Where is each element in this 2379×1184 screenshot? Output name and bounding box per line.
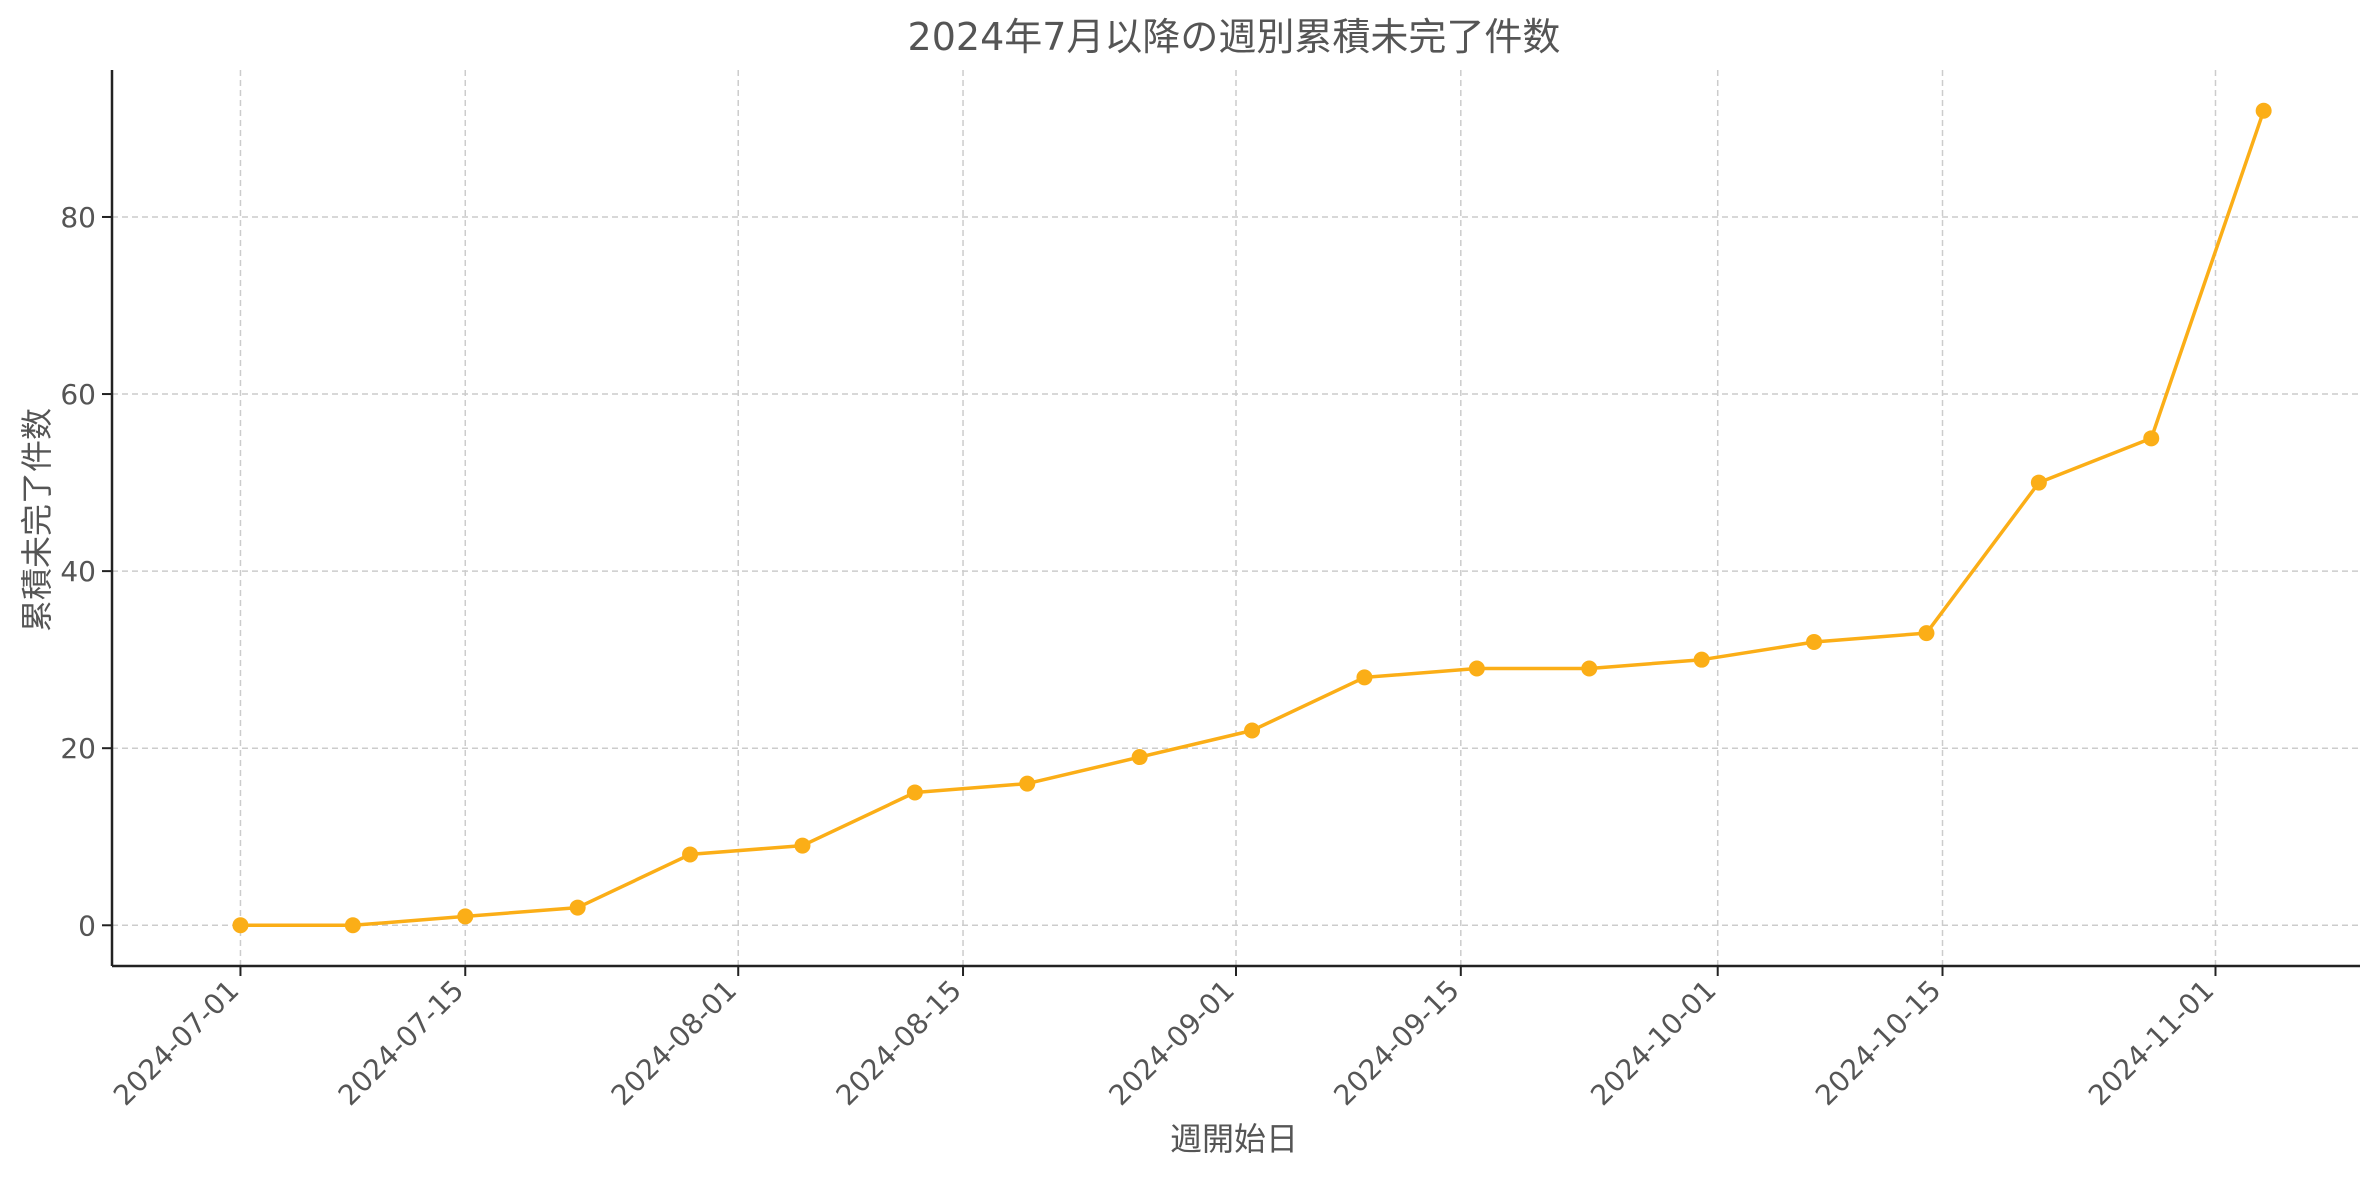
- data-point: [1918, 625, 1935, 642]
- data-point: [906, 784, 923, 801]
- data-point: [457, 908, 474, 925]
- data-point: [682, 846, 699, 863]
- x-ticks: 2024-07-01 2024-07-15 2024-08-01 2024-08-15…: [107, 966, 2220, 1112]
- data-point: [232, 917, 249, 934]
- x-tick-label: 2024-07-15: [332, 974, 470, 1112]
- data-point: [569, 899, 586, 916]
- x-tick-label: 2024-11-01: [2082, 974, 2220, 1112]
- data-point: [2143, 430, 2160, 447]
- data-point: [1356, 669, 1373, 686]
- x-tick-label: 2024-10-15: [1809, 974, 1947, 1112]
- x-tick-label: 2024-09-01: [1103, 974, 1241, 1112]
- data-point: [1468, 660, 1485, 677]
- x-tick-label: 2024-08-15: [830, 974, 968, 1112]
- data-point: [1581, 660, 1598, 677]
- y-tick-label: 40: [60, 555, 96, 588]
- y-tick-label: 0: [78, 909, 96, 942]
- data-point: [794, 837, 811, 854]
- y-ticks: 0 20 40 60 80: [60, 201, 112, 942]
- data-point: [1693, 651, 1710, 668]
- data-point: [344, 917, 361, 934]
- y-tick-label: 60: [60, 378, 96, 411]
- y-tick-label: 80: [60, 201, 96, 234]
- data-point: [2255, 102, 2272, 119]
- data-point: [1244, 722, 1261, 739]
- chart-title: 2024年7月以降の週別累積未完了件数: [908, 15, 1561, 59]
- x-tick-label: 2024-09-15: [1327, 974, 1465, 1112]
- data-point: [1806, 633, 1823, 650]
- x-axis-label: 週開始日: [1170, 1120, 1298, 1158]
- x-tick-label: 2024-08-01: [605, 974, 743, 1112]
- y-axis-label: 累積未完了件数: [18, 408, 56, 632]
- x-tick-label: 2024-10-01: [1584, 974, 1722, 1112]
- series-line: [240, 110, 2266, 928]
- grid-lines: [112, 70, 2360, 966]
- data-point: [2030, 474, 2047, 491]
- series-layer: [232, 102, 2272, 934]
- x-tick-label: 2024-07-01: [107, 974, 245, 1112]
- y-tick-label: 20: [60, 732, 96, 765]
- data-point: [1019, 775, 1036, 792]
- data-point: [1131, 749, 1148, 766]
